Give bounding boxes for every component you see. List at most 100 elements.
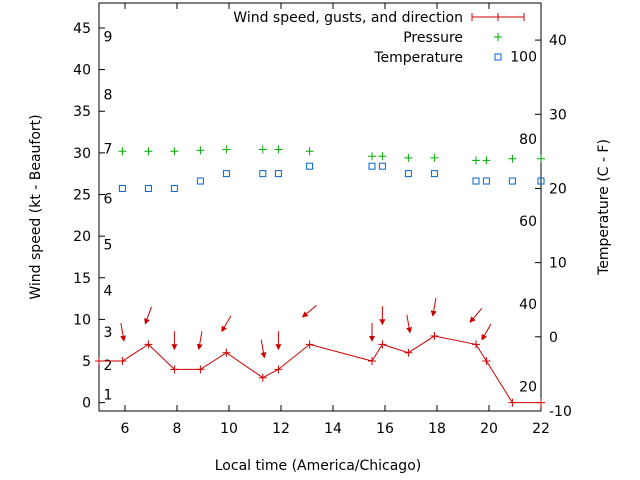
- wind-speed-point: [95, 357, 103, 366]
- temperature-point: [196, 177, 204, 185]
- wind-speed-point: [258, 373, 267, 382]
- y-right-tick-label: 30: [549, 107, 567, 123]
- legend: Wind speed, gusts, and direction Pressure…: [233, 10, 525, 66]
- pressure-point: [378, 152, 387, 161]
- temperature-point: [368, 162, 376, 170]
- x-tick-label: 6: [121, 421, 130, 437]
- wind-speed-point: [196, 365, 205, 374]
- fahrenheit-label: 60: [519, 214, 537, 230]
- beaufort-label: 7: [104, 142, 113, 158]
- axis-labels: 6 8 10 12 14 16 18 20 22051015202530354045-10010…: [73, 21, 572, 437]
- pressure-point: [508, 154, 517, 163]
- pressure-point: [368, 152, 376, 161]
- x-tick-label: 8: [173, 421, 182, 437]
- beaufort-label: 1: [104, 387, 113, 403]
- y-right-tick-label: 40: [549, 33, 567, 49]
- wind-speed-line: [99, 335, 541, 404]
- pressure-point: [537, 154, 545, 163]
- wind-speed-point: [537, 398, 545, 407]
- wind-speed-point: [305, 340, 314, 349]
- temperature-point: [222, 170, 230, 178]
- pressure-point: [170, 147, 179, 156]
- wind-direction-arrow: [144, 306, 152, 325]
- wind-direction-arrow: [221, 315, 232, 333]
- wind-direction-arrow: [120, 322, 127, 342]
- y-axis-right-title: Temperature (C - F): [596, 139, 612, 276]
- temperature-point: [259, 170, 267, 178]
- legend-label-wind: Wind speed, gusts, and direction: [233, 10, 463, 26]
- y-right-tick-label: 10: [549, 256, 567, 272]
- y-right-tick-label: 20: [549, 181, 567, 197]
- legend-swatch-wind-marker: [471, 13, 525, 21]
- fahrenheit-label: 20: [519, 380, 537, 396]
- wind-speed-point: [368, 357, 376, 366]
- legend-swatch-pressure: [494, 33, 502, 41]
- x-tick-label: 16: [376, 421, 394, 437]
- pressure-point: [274, 145, 283, 154]
- x-tick-label: 12: [272, 421, 290, 437]
- beaufort-label: 4: [104, 283, 113, 299]
- temperature-point: [306, 162, 314, 170]
- temperature-point: [118, 184, 126, 192]
- pressure-point: [196, 146, 205, 155]
- temperature-point: [170, 184, 178, 192]
- beaufort-label: 2: [104, 358, 113, 374]
- wind-speed-point: [118, 357, 127, 366]
- wind-direction-arrow: [260, 339, 267, 359]
- wind-direction-arrow: [196, 331, 203, 351]
- pressure-point: [404, 153, 413, 162]
- wind-direction-arrow: [301, 304, 317, 318]
- wind-direction-arrow: [430, 297, 437, 317]
- wind-speed-point: [378, 340, 387, 349]
- y-left-tick-label: 40: [73, 63, 91, 79]
- fahrenheit-label: 40: [519, 297, 537, 313]
- wind-speed-point: [274, 365, 283, 374]
- axis-ticks: [99, 3, 542, 412]
- legend-swatch-temperature: [494, 53, 502, 61]
- series-layer: [95, 145, 545, 407]
- legend-label-pressure: Pressure: [403, 30, 463, 46]
- pressure-point: [144, 147, 153, 156]
- y-right-tick-label: 0: [549, 330, 558, 346]
- y-left-tick-label: 0: [82, 396, 91, 412]
- x-tick-label: 10: [220, 421, 238, 437]
- x-axis-title: Local time (America/Chicago): [215, 458, 421, 474]
- y-left-tick-label: 10: [73, 312, 91, 328]
- temperature-point: [404, 170, 412, 178]
- y-left-tick-label: 5: [82, 354, 91, 370]
- x-tick-label: 22: [532, 421, 550, 437]
- wind-speed-point: [472, 340, 480, 349]
- x-tick-label: 20: [480, 421, 498, 437]
- x-tick-label: 18: [428, 421, 446, 437]
- temperature-point: [378, 162, 386, 170]
- wind-speed-point: [222, 348, 231, 357]
- temperature-point: [144, 184, 152, 192]
- wind-speed-point: [404, 348, 413, 357]
- temperature-point: [508, 177, 516, 185]
- wind-speed-point: [482, 357, 491, 366]
- y-left-tick-label: 45: [73, 21, 91, 37]
- temperature-point: [472, 177, 480, 185]
- beaufort-label: 9: [104, 29, 113, 45]
- pressure-point: [258, 145, 267, 154]
- temperature-point: [274, 170, 282, 178]
- wind-direction-arrow: [469, 308, 483, 323]
- pressure-point: [482, 156, 491, 165]
- y-left-tick-label: 20: [73, 229, 91, 245]
- temperature-point: [537, 177, 545, 185]
- wind-speed-point: [508, 398, 517, 407]
- y-right-tick-label: -10: [549, 404, 572, 420]
- pressure-point: [305, 147, 314, 156]
- beaufort-label: 8: [104, 88, 113, 104]
- temperature-point: [430, 170, 438, 178]
- fahrenheit-label: 100: [510, 49, 537, 65]
- pressure-point: [430, 153, 439, 162]
- temperature-point: [482, 177, 490, 185]
- y-left-tick-label: 25: [73, 188, 91, 204]
- plot-frame: [98, 2, 542, 412]
- wind-direction-arrow: [406, 314, 413, 334]
- wind-speed-point: [170, 365, 179, 374]
- y-left-tick-label: 30: [73, 146, 91, 162]
- pressure-point: [118, 147, 127, 156]
